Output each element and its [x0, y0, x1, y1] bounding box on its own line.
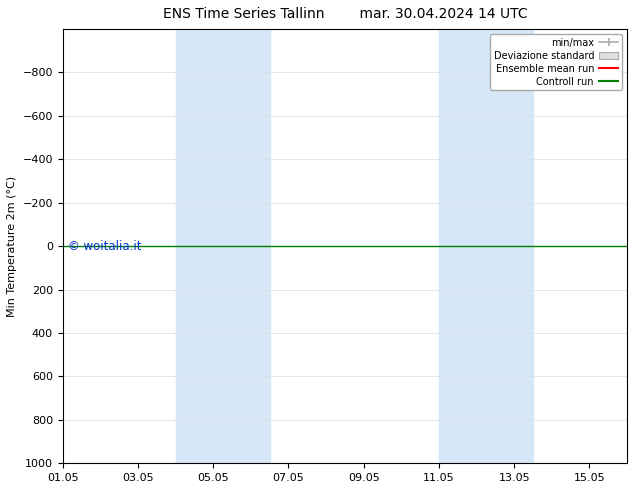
Bar [439, 29, 533, 464]
Legend: min/max, Deviazione standard, Ensemble mean run, Controll run: min/max, Deviazione standard, Ensemble m… [489, 34, 622, 91]
Y-axis label: Min Temperature 2m (°C): Min Temperature 2m (°C) [7, 175, 17, 317]
Bar [176, 29, 269, 464]
Title: ENS Time Series Tallinn        mar. 30.04.2024 14 UTC: ENS Time Series Tallinn mar. 30.04.2024 … [162, 7, 527, 21]
Text: © woitalia.it: © woitalia.it [68, 240, 142, 253]
